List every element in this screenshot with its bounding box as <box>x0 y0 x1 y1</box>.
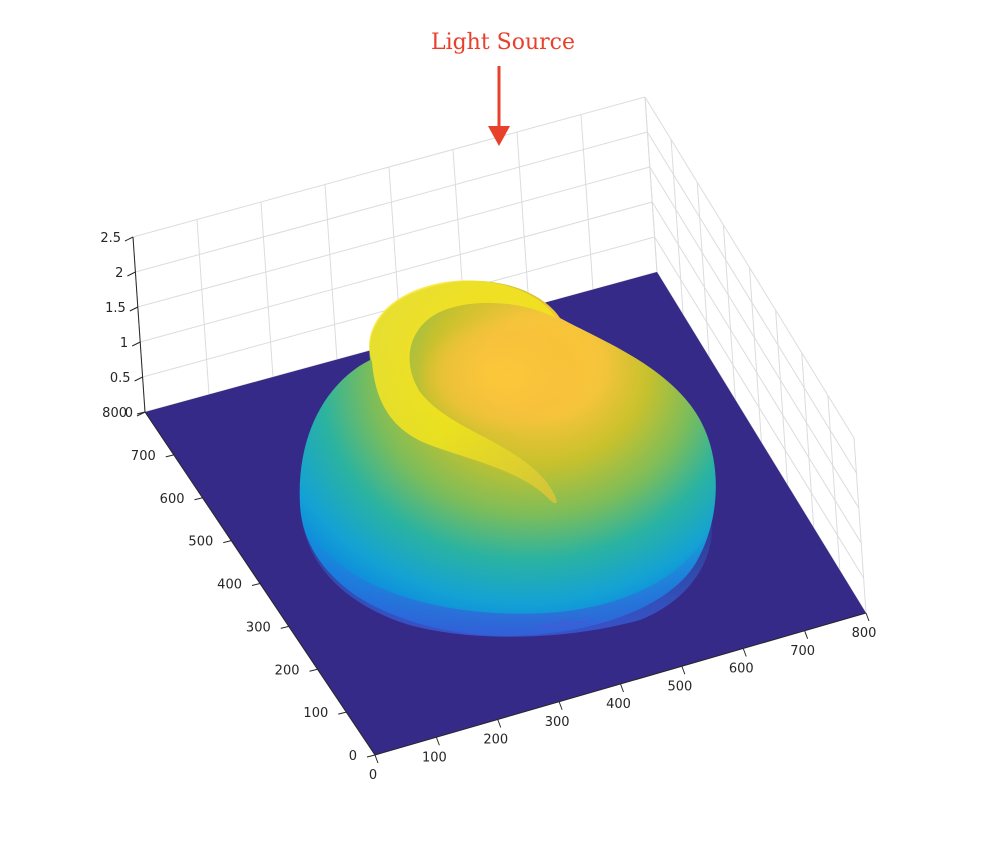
grid-line-side-y <box>801 352 815 528</box>
grid-line-back-x <box>580 114 594 290</box>
surface-ripple <box>549 621 591 627</box>
surface-highlight <box>417 317 593 433</box>
surface-ripple <box>529 625 571 631</box>
x-tick-label: 400 <box>606 697 631 712</box>
z-tick-mark <box>131 341 141 347</box>
surface-rim <box>300 505 713 637</box>
grid-line-back-x <box>516 131 530 308</box>
x-tick-mark <box>374 754 379 764</box>
y-tick-mark <box>366 754 376 758</box>
grid-line-side-y <box>853 437 867 614</box>
x-tick-label: 200 <box>483 733 508 748</box>
y-tick-mark <box>251 583 261 586</box>
z-tick-mark <box>136 411 146 417</box>
y-tick-label: 600 <box>160 492 185 507</box>
annotation-layer: Light Source <box>431 30 575 146</box>
x-tick-label: 0 <box>369 768 377 783</box>
grid-line-side-y <box>644 96 658 273</box>
z-axis-line <box>132 236 146 413</box>
z-tick-label: 0.5 <box>110 371 131 386</box>
surface-layer <box>299 280 716 637</box>
z-tick-mark <box>127 271 136 277</box>
grid-line-back-x <box>196 219 210 395</box>
x-tick-label: 600 <box>729 662 754 677</box>
y-tick-label: 300 <box>246 620 271 635</box>
grid-line-side-y <box>775 310 789 486</box>
x-tick-mark <box>620 683 624 693</box>
x-tick-label: 300 <box>545 715 570 730</box>
y-tick-mark <box>309 668 318 672</box>
x-tick-mark <box>558 701 563 710</box>
grid-line-back-x <box>324 184 338 360</box>
surface-ripple <box>539 623 581 629</box>
grid-line-side-y <box>670 139 684 315</box>
x-tick-mark <box>435 737 440 746</box>
annotation-label: Light Source <box>431 30 575 55</box>
y-tick-label: 800 <box>102 406 127 421</box>
surface-ripple <box>559 619 601 625</box>
y-tick-mark <box>194 497 203 501</box>
surface-fold <box>369 280 557 504</box>
x-tick-mark <box>865 612 870 622</box>
x-tick-label: 100 <box>422 750 447 765</box>
grid-line-back-x <box>260 201 274 378</box>
z-tick-label: 0 <box>125 406 133 421</box>
y-tick-label: 700 <box>131 449 156 464</box>
z-tick-label: 2.5 <box>100 231 121 246</box>
grid-line-side-y <box>722 224 736 400</box>
x-tick-label: 800 <box>852 626 877 641</box>
z-tick-mark <box>134 376 143 382</box>
z-tick-mark <box>124 236 134 242</box>
y-tick-label: 100 <box>303 706 328 721</box>
x-tick-mark <box>497 719 502 728</box>
y-tick-label: 400 <box>217 578 242 593</box>
x-tick-mark <box>804 630 809 639</box>
z-tick-mark <box>129 306 139 312</box>
grid-line-side-y <box>696 182 710 358</box>
y-tick-mark <box>280 625 289 629</box>
y-tick-mark <box>223 540 232 544</box>
x-tick-label: 500 <box>667 679 692 694</box>
grid-line-side-y <box>827 395 841 571</box>
grid-line-side-y <box>749 267 762 443</box>
z-tick-label: 1.5 <box>105 301 126 316</box>
y-tick-label: 200 <box>275 663 300 678</box>
y-tick-label: 0 <box>349 749 357 764</box>
x-tick-label: 700 <box>790 644 815 659</box>
y-tick-mark <box>165 454 174 458</box>
axes-layer: 0100200300400500600700800010020030040050… <box>100 231 876 783</box>
z-tick-label: 2 <box>115 266 123 281</box>
z-tick-label: 1 <box>120 336 128 351</box>
y-tick-label: 500 <box>188 535 213 550</box>
x-tick-mark <box>681 666 686 675</box>
x-tick-mark <box>742 648 747 657</box>
annotation-arrow-head <box>488 126 510 146</box>
y-tick-mark <box>338 711 347 715</box>
